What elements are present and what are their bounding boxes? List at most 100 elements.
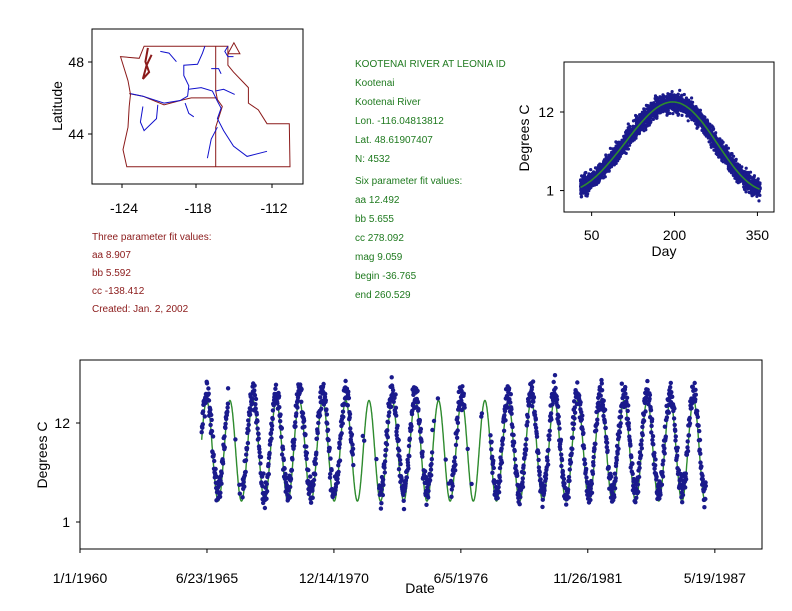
data-point bbox=[500, 442, 505, 447]
data-point bbox=[518, 494, 523, 500]
data-point bbox=[295, 405, 300, 410]
data-point bbox=[599, 381, 604, 386]
data-point bbox=[570, 446, 575, 452]
data-point bbox=[662, 446, 667, 451]
data-point bbox=[562, 481, 567, 486]
data-point bbox=[407, 453, 412, 459]
data-point bbox=[750, 176, 754, 180]
data-point bbox=[292, 437, 297, 442]
data-point bbox=[245, 440, 251, 446]
data-point bbox=[663, 95, 667, 99]
data-point bbox=[643, 409, 648, 414]
data-point bbox=[406, 466, 411, 471]
data-point bbox=[257, 446, 262, 452]
data-point bbox=[570, 435, 575, 440]
data-point bbox=[592, 447, 597, 452]
data-point bbox=[605, 448, 610, 453]
data-point bbox=[402, 489, 407, 494]
data-point bbox=[662, 424, 668, 429]
data-point bbox=[246, 418, 251, 423]
ts-x-tick-label: 6/23/1965 bbox=[176, 570, 238, 586]
data-point bbox=[641, 412, 646, 417]
data-point bbox=[756, 178, 760, 182]
ts-x-tick-label: 12/14/1970 bbox=[299, 570, 369, 586]
data-point bbox=[233, 437, 238, 442]
data-point bbox=[625, 416, 631, 422]
data-point bbox=[525, 414, 530, 419]
data-point bbox=[757, 189, 761, 193]
data-point bbox=[703, 480, 708, 485]
data-point bbox=[219, 471, 224, 476]
data-point bbox=[401, 492, 406, 498]
data-point bbox=[501, 428, 507, 433]
data-point bbox=[650, 437, 655, 443]
data-point bbox=[323, 398, 328, 403]
data-point bbox=[616, 434, 622, 440]
data-point bbox=[585, 179, 589, 183]
data-point bbox=[211, 452, 216, 457]
six-param-block: Six parameter fit values: aa 12.492 bb 5… bbox=[355, 175, 462, 308]
data-point bbox=[328, 456, 333, 461]
data-point bbox=[651, 117, 656, 121]
data-point bbox=[588, 486, 593, 491]
data-point bbox=[643, 398, 648, 403]
data-point bbox=[726, 146, 731, 150]
data-point bbox=[700, 473, 705, 478]
data-point bbox=[605, 159, 609, 164]
data-point bbox=[675, 453, 680, 458]
data-point bbox=[267, 450, 272, 456]
data-point bbox=[668, 385, 673, 390]
data-point bbox=[698, 451, 703, 456]
data-point bbox=[328, 471, 333, 477]
data-point bbox=[604, 153, 608, 157]
data-point bbox=[450, 483, 455, 489]
data-point bbox=[348, 426, 353, 431]
data-point bbox=[304, 450, 310, 456]
data-point bbox=[387, 401, 392, 406]
data-point bbox=[398, 461, 403, 467]
data-point bbox=[525, 419, 530, 425]
data-point bbox=[536, 450, 541, 456]
data-point bbox=[695, 414, 700, 420]
data-point bbox=[545, 458, 550, 463]
data-point bbox=[603, 425, 608, 431]
data-point bbox=[261, 471, 266, 476]
data-point bbox=[529, 384, 535, 390]
data-point bbox=[531, 399, 536, 404]
data-point bbox=[687, 421, 693, 426]
data-point bbox=[667, 95, 671, 99]
data-point bbox=[429, 461, 434, 467]
data-point bbox=[278, 412, 283, 417]
data-point bbox=[394, 413, 399, 418]
data-point bbox=[242, 484, 247, 489]
data-point bbox=[394, 433, 399, 438]
data-point bbox=[697, 428, 702, 434]
data-point bbox=[630, 461, 635, 466]
state-outline bbox=[119, 45, 291, 168]
data-point bbox=[202, 414, 207, 419]
six-param-begin: begin -36.765 bbox=[355, 271, 417, 282]
data-point bbox=[751, 189, 755, 193]
data-point bbox=[736, 178, 741, 182]
data-point bbox=[479, 411, 485, 416]
data-point bbox=[594, 177, 598, 181]
data-point bbox=[263, 485, 268, 490]
station-name: KOOTENAI RIVER AT LEONIA ID bbox=[355, 59, 506, 70]
data-point bbox=[382, 470, 387, 475]
data-point bbox=[707, 140, 711, 144]
data-point bbox=[339, 431, 344, 436]
data-point bbox=[409, 411, 415, 417]
data-point bbox=[225, 405, 230, 410]
data-point bbox=[737, 163, 742, 167]
data-point bbox=[703, 496, 708, 502]
data-point bbox=[262, 505, 268, 511]
data-point bbox=[693, 397, 698, 402]
data-point bbox=[269, 436, 274, 441]
data-point bbox=[461, 391, 466, 396]
data-point bbox=[685, 109, 689, 113]
data-point bbox=[223, 425, 228, 431]
data-point bbox=[219, 481, 224, 486]
data-point bbox=[406, 443, 412, 449]
data-point bbox=[739, 169, 744, 173]
data-point bbox=[279, 425, 284, 431]
